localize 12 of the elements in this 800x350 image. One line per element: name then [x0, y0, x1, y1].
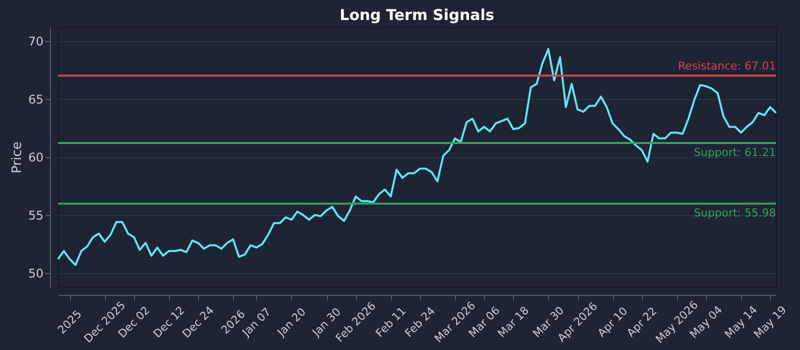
y-axis-title: Price	[10, 142, 26, 174]
ref-line-label: Support: 55.98	[694, 206, 776, 220]
y-tick-label: 65	[28, 92, 44, 106]
ref-line-label: Resistance: 67.01	[678, 60, 776, 73]
y-tick-label: 55	[28, 208, 44, 223]
chart-title: Long Term Signals	[340, 6, 494, 24]
y-tick-label: 70	[28, 34, 44, 48]
y-tick-label: 60	[28, 150, 44, 164]
x-tick-label: Jan 20	[274, 305, 308, 340]
y-tick-label: 50	[28, 266, 44, 281]
line-series	[57, 48, 777, 266]
ref-line-label: Support: 61.21	[694, 146, 776, 159]
